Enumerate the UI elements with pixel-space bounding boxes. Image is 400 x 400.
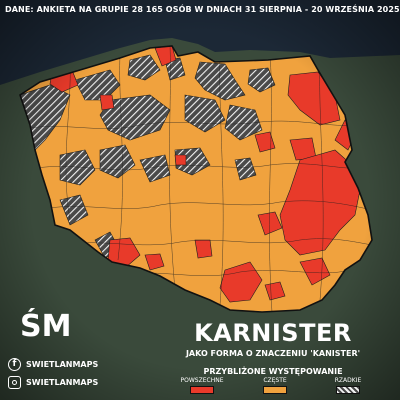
legend-label-common: POWSZECHNE bbox=[180, 377, 224, 384]
legend-label-frequent: CZĘSTE bbox=[263, 377, 287, 384]
legend-title: PRZYBLIŻONE WYSTĘPOWANIE bbox=[203, 367, 343, 376]
legend-label-rare: RZADKIE bbox=[334, 377, 362, 384]
brand-logo: ŚM bbox=[20, 309, 72, 344]
facebook-handle: SWIETLANMAPS bbox=[26, 360, 99, 369]
facebook-link[interactable]: f SWIETLANMAPS bbox=[8, 358, 98, 371]
facebook-icon: f bbox=[8, 358, 21, 371]
source-note: DANE: ANKIETA NA GRUPIE 28 165 OSÓB W DN… bbox=[5, 5, 400, 14]
map-title: KARNISTER bbox=[194, 319, 352, 347]
instagram-link[interactable]: SWIETLANMAPS bbox=[8, 376, 98, 389]
instagram-icon bbox=[8, 376, 21, 389]
instagram-handle: SWIETLANMAPS bbox=[26, 378, 99, 387]
legend-swatch-rare bbox=[336, 386, 360, 394]
legend-item-frequent: CZĘSTE bbox=[245, 377, 305, 394]
legend-swatch-common bbox=[190, 386, 214, 394]
legend-item-common: POWSZECHNE bbox=[172, 377, 232, 394]
legend-swatch-frequent bbox=[263, 386, 287, 394]
legend-item-rare: RZADKIE bbox=[318, 377, 378, 394]
map-subtitle: JAKO FORMA O ZNACZENIU 'KANISTER' bbox=[185, 349, 361, 358]
